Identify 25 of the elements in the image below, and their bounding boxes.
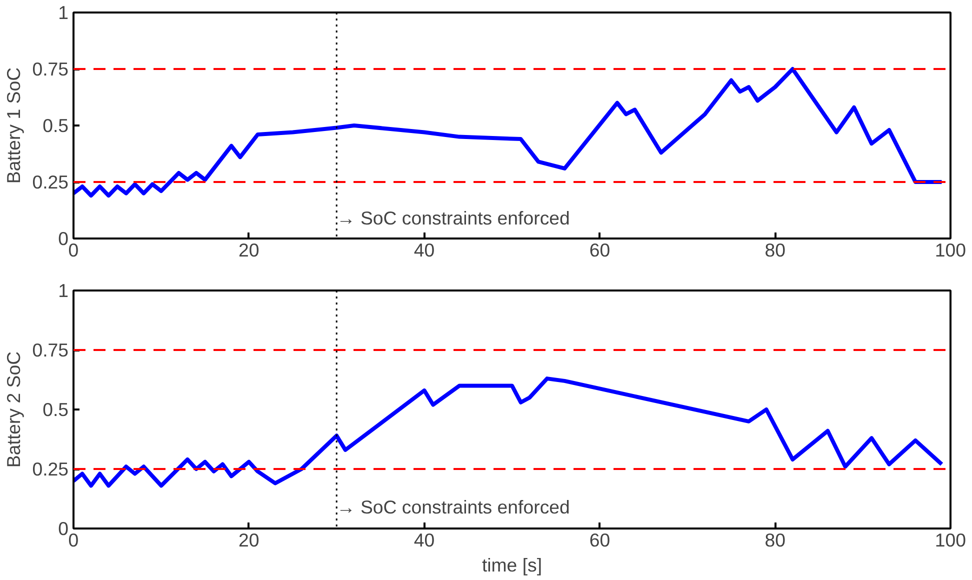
x-tick-label: 100 xyxy=(934,530,966,550)
y-tick-label: 0.25 xyxy=(32,458,68,480)
x-tick-label: 60 xyxy=(589,240,610,260)
line-series xyxy=(74,376,944,488)
y-tick-label: 0.5 xyxy=(42,115,69,136)
y-tick-label: 1 xyxy=(58,280,69,301)
y-axis-title: Battery 2 SoC xyxy=(3,351,24,468)
y-tick-label: 1 xyxy=(58,2,69,23)
x-tick-label: 60 xyxy=(589,530,610,550)
annotation: → SoC constraints enforced xyxy=(336,208,570,229)
x-axis-title: time [s] xyxy=(482,554,542,576)
x-tick-label: 20 xyxy=(238,240,260,260)
x-tick-label: 80 xyxy=(764,530,786,550)
annotation: → SoC constraints enforced xyxy=(336,496,570,518)
y-tick-label: 0.75 xyxy=(32,340,68,360)
y-tick-label: 0.5 xyxy=(42,399,69,420)
x-tick-label: 80 xyxy=(764,240,786,260)
line-series xyxy=(74,67,944,198)
x-tick-label: 40 xyxy=(414,240,435,260)
y-tick-label: 0.25 xyxy=(32,172,68,192)
y-axis-title: Battery 1 SoC xyxy=(3,67,24,184)
x-tick-label: 40 xyxy=(414,530,435,550)
x-tick-label: 20 xyxy=(238,530,260,550)
x-tick-label: 100 xyxy=(934,240,966,260)
y-tick-label: 0.75 xyxy=(32,58,68,80)
